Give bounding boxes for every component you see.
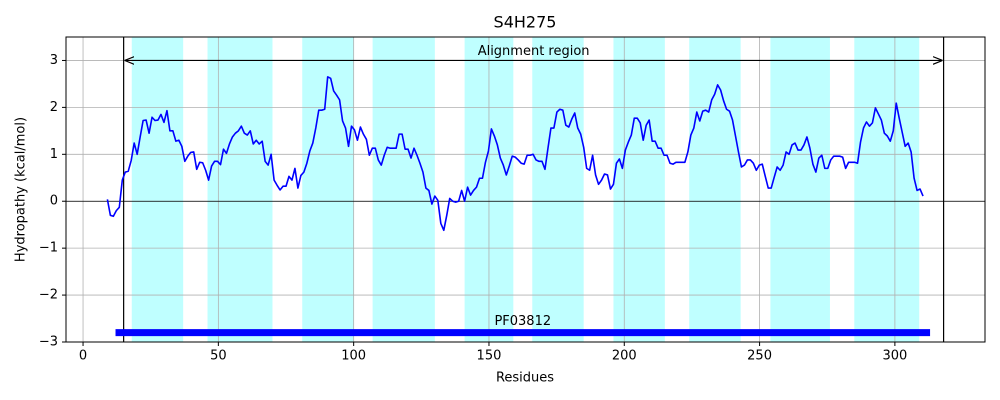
plot-frame (65, 36, 986, 343)
region-span (372, 37, 435, 342)
y-tick-label: 3 (50, 53, 58, 68)
region-span (770, 37, 830, 342)
y-tick-label: −3 (39, 335, 58, 350)
region-span (302, 37, 354, 342)
x-tick-label: 300 (882, 349, 907, 364)
y-tick-label: −2 (39, 288, 58, 303)
y-tick-label: 2 (50, 100, 58, 115)
x-tick-label: 200 (612, 349, 637, 364)
y-tick-label: 0 (50, 194, 58, 209)
x-axis-label: Residues (496, 371, 554, 386)
region-span (613, 37, 665, 342)
x-tick-label: 50 (210, 349, 227, 364)
region-span (689, 37, 741, 342)
region-span (207, 37, 273, 342)
region-span (532, 37, 584, 342)
x-tick-label: 0 (79, 349, 87, 364)
chart-title: S4H275 (494, 13, 557, 32)
domain-label: PF03812 (494, 314, 551, 329)
y-tick-label: 1 (50, 147, 58, 162)
region-span (131, 37, 184, 342)
region-span (854, 37, 920, 342)
y-axis-label: Hydropathy (kcal/mol) (14, 117, 29, 262)
x-tick-label: 100 (341, 349, 366, 364)
hydropathy-line (106, 76, 924, 232)
x-tick-label: 150 (477, 349, 502, 364)
x-tick-label: 250 (747, 349, 772, 364)
alignment-label: Alignment region (478, 44, 590, 59)
y-tick-label: −1 (39, 241, 58, 256)
